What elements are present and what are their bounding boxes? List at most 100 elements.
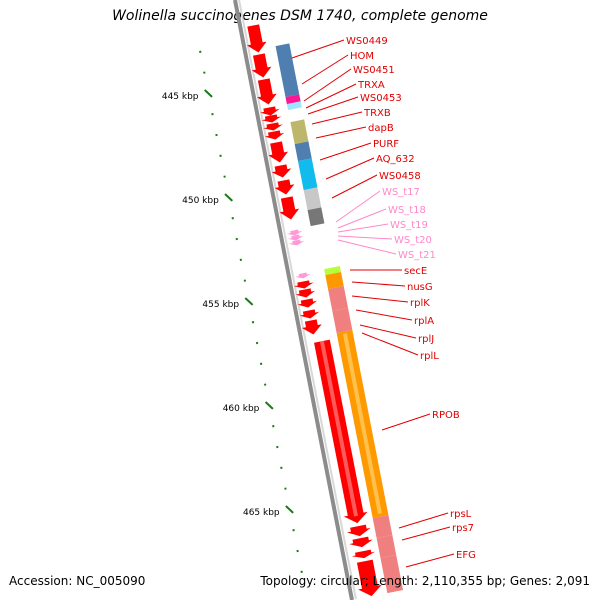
topology-text: Topology: circular; Length: 2,110,355 bp… [260,574,590,588]
label-leader [303,68,352,102]
cog-block [290,119,309,145]
cog-block [286,101,302,111]
label-leader [337,223,389,233]
cds-arrow [356,559,382,597]
gene-label: rplJ [418,334,434,345]
trna-arrow [287,234,304,241]
cds-arrow [260,106,280,116]
gene-label: rplA [414,316,434,327]
label-leader [355,309,413,321]
kbp-tick-label: 445 kbp [162,92,199,102]
cds-arrow [257,78,277,105]
label-leader [319,142,372,161]
trna-arrow [295,272,311,279]
cds-arrow [295,288,316,298]
cds-arrow [261,114,282,123]
cog-highlight [342,333,382,514]
label-leader [351,281,406,287]
trna-arrow [286,229,303,236]
gene-label: WS_t21 [398,250,436,261]
gene-label: RPOB [432,410,460,421]
gene-label: rpsL [450,509,472,520]
cog-block [303,187,322,211]
cds-arrow [246,24,267,53]
accession-text: Accession: NC_005090 [9,574,146,588]
cog-block [297,158,318,191]
backbone-layer [233,0,357,600]
cds-arrow [351,549,376,559]
gene-label: AQ_632 [376,154,415,165]
major-tick [264,401,274,410]
major-tick [285,505,294,514]
label-leader-layer [291,39,455,568]
major-tick [224,193,234,202]
label-leader [405,553,455,568]
cog-block [275,43,300,98]
gene-label: HOM [350,51,374,62]
label-leader [381,413,431,431]
gene-label: EFG [456,550,476,561]
cog-block [332,308,353,334]
cds-highlight [319,340,358,517]
cds-arrow [279,196,300,220]
gene-label: secE [404,266,427,277]
gene-label: dapB [368,123,394,134]
cds-arrow [274,179,295,195]
label-leader [335,190,381,223]
label-leader [337,239,397,255]
gene-label: rplL [420,351,439,362]
label-leader [305,83,357,109]
gene-label: TRXA [357,80,385,91]
cog-block [285,94,301,105]
label-leader [337,208,387,229]
cds-arrow [264,130,285,140]
cds-arrow [271,164,292,178]
cog-block [380,555,404,594]
kbp-tick-label: 455 kbp [202,300,239,310]
trna-arrow [288,239,305,246]
cds-arrow [263,122,283,131]
gene-label: WS0458 [379,171,421,182]
label-leader [331,174,378,199]
gene-label: PURF [373,139,399,150]
cds-arrow [349,536,373,548]
label-layer: WS0449 HOM WS0451 TRXA WS0453 TRXB dapB PURF AQ_… [346,36,476,561]
gene-label: WS_t17 [382,187,420,198]
gene-label: WS0453 [360,93,402,104]
cog-block [376,535,397,559]
cds-arrow [251,53,272,78]
gene-label: rps7 [452,523,474,534]
gene-label: WS_t19 [390,220,428,231]
kbp-tick-label: 465 kbp [243,508,280,518]
kbp-tick-label: 460 kbp [223,404,260,414]
major-tick [244,297,254,306]
cds-arrow [268,141,288,163]
gene-label: WS_t18 [388,205,426,216]
label-leader [361,332,419,356]
cog-block [294,141,312,162]
label-leader [291,39,345,59]
label-leader [359,324,417,339]
gene-label: WS0451 [353,65,395,76]
gene-layer [246,24,404,597]
major-tick [204,89,213,98]
label-leader [351,295,409,303]
backbone-line [233,0,354,600]
gene-label: nusG [407,282,433,293]
cds-arrow [293,280,314,289]
label-leader [301,54,349,85]
label-leader [401,526,451,541]
label-leader [398,512,449,529]
cog-block [328,286,349,312]
label-leader [307,96,359,115]
cds-arrow [302,319,322,335]
label-leader [315,126,367,139]
cog-block [325,272,344,290]
gene-label: TRXB [363,108,391,119]
cds-arrow [299,309,320,319]
label-leader [311,111,363,125]
gene-label: rplK [410,298,430,309]
label-leader [337,235,393,240]
